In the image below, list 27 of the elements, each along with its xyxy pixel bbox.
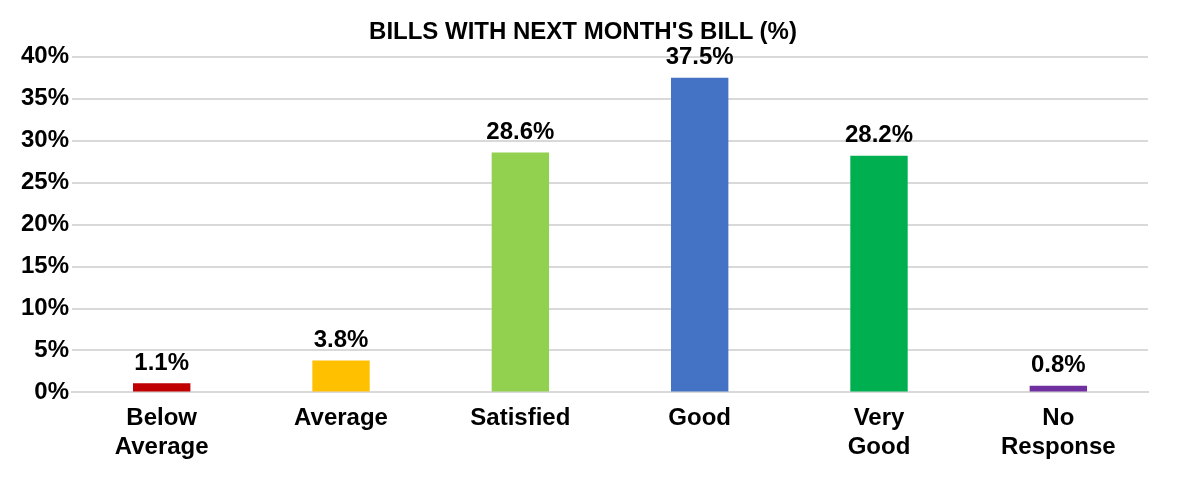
x-tick-label: No Response [1000,403,1116,460]
data-label: 0.8% [1030,350,1086,378]
x-tick-label: Below Average [114,403,209,460]
y-tick-label: 20% [20,209,70,237]
y-tick-label: 25% [20,167,70,195]
x-tick-label: Good [668,403,732,431]
data-label: 28.2% [844,120,914,148]
chart-title: BILLS WITH NEXT MONTH'S BILL (%) [369,17,797,45]
bar [133,383,191,392]
bar [670,77,729,392]
data-label: 28.6% [486,117,555,145]
bar [491,152,550,392]
bar [850,155,908,392]
y-tick-label: 35% [20,83,70,111]
x-tick-label: Average [294,403,388,431]
x-tick-label: Satisfied [470,403,571,431]
bar [312,360,370,392]
y-tick-label: 40% [20,41,70,69]
x-tick-label: Very Good [847,403,911,460]
y-tick-label: 0% [34,377,70,405]
data-label: 1.1% [134,347,190,375]
y-tick-label: 30% [20,125,70,153]
data-label: 37.5% [665,42,734,70]
y-tick-label: 5% [34,335,70,363]
data-label: 3.8% [313,325,369,353]
y-tick-label: 15% [20,251,70,279]
y-tick-label: 10% [20,293,70,321]
